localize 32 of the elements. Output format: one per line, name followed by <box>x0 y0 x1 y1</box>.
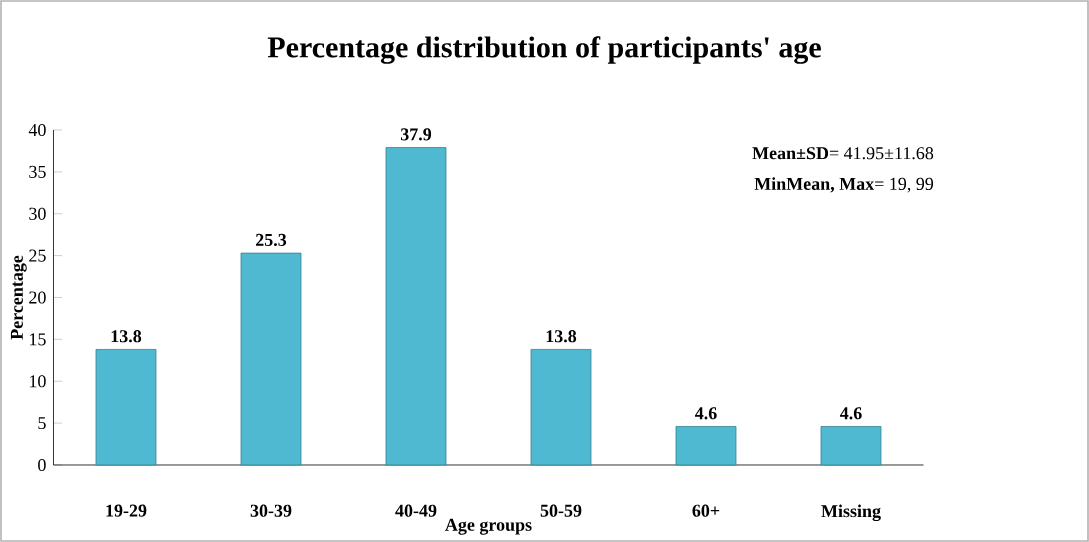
data-label: 13.8 <box>546 330 577 343</box>
y-tick-label: 30 <box>29 207 46 220</box>
data-label: 4.6 <box>839 407 862 420</box>
x-tick-label: 60+ <box>692 504 720 517</box>
x-tick-label: Missing <box>821 504 881 522</box>
bar <box>820 426 882 466</box>
data-label: 37.9 <box>400 128 432 141</box>
x-axis-title: Age groups <box>445 518 532 535</box>
data-label: 25.3 <box>256 233 287 247</box>
bar <box>240 252 302 466</box>
y-tick-label: 10 <box>30 375 46 388</box>
x-tick-label: 19-29 <box>106 504 147 517</box>
x-tick-label: 40-49 <box>395 504 437 517</box>
chart-title: Percentage distribution of participants' age <box>267 36 821 64</box>
bar <box>385 147 447 466</box>
x-tick-label: 50-59 <box>540 504 582 517</box>
bar <box>530 349 592 466</box>
data-label: 4.6 <box>694 407 717 420</box>
annotation: Mean±SD= 41.95±11.68 <box>752 147 934 160</box>
y-axis-title: Percentage <box>10 255 27 340</box>
bar <box>95 349 157 466</box>
bar <box>675 426 737 466</box>
annotation: MinMean, Max= 19, 99 <box>754 177 934 193</box>
y-tick-label: 15 <box>30 333 46 346</box>
data-label: 13.8 <box>111 330 142 343</box>
y-tick-label: 35 <box>29 165 46 178</box>
x-tick-label: 30-39 <box>250 504 292 517</box>
y-tick-label: 25 <box>29 249 46 262</box>
y-tick-label: 5 <box>38 417 46 430</box>
y-tick-label: 20 <box>29 291 46 304</box>
y-tick-label: 0 <box>38 458 46 472</box>
y-tick-label: 40 <box>28 123 46 137</box>
